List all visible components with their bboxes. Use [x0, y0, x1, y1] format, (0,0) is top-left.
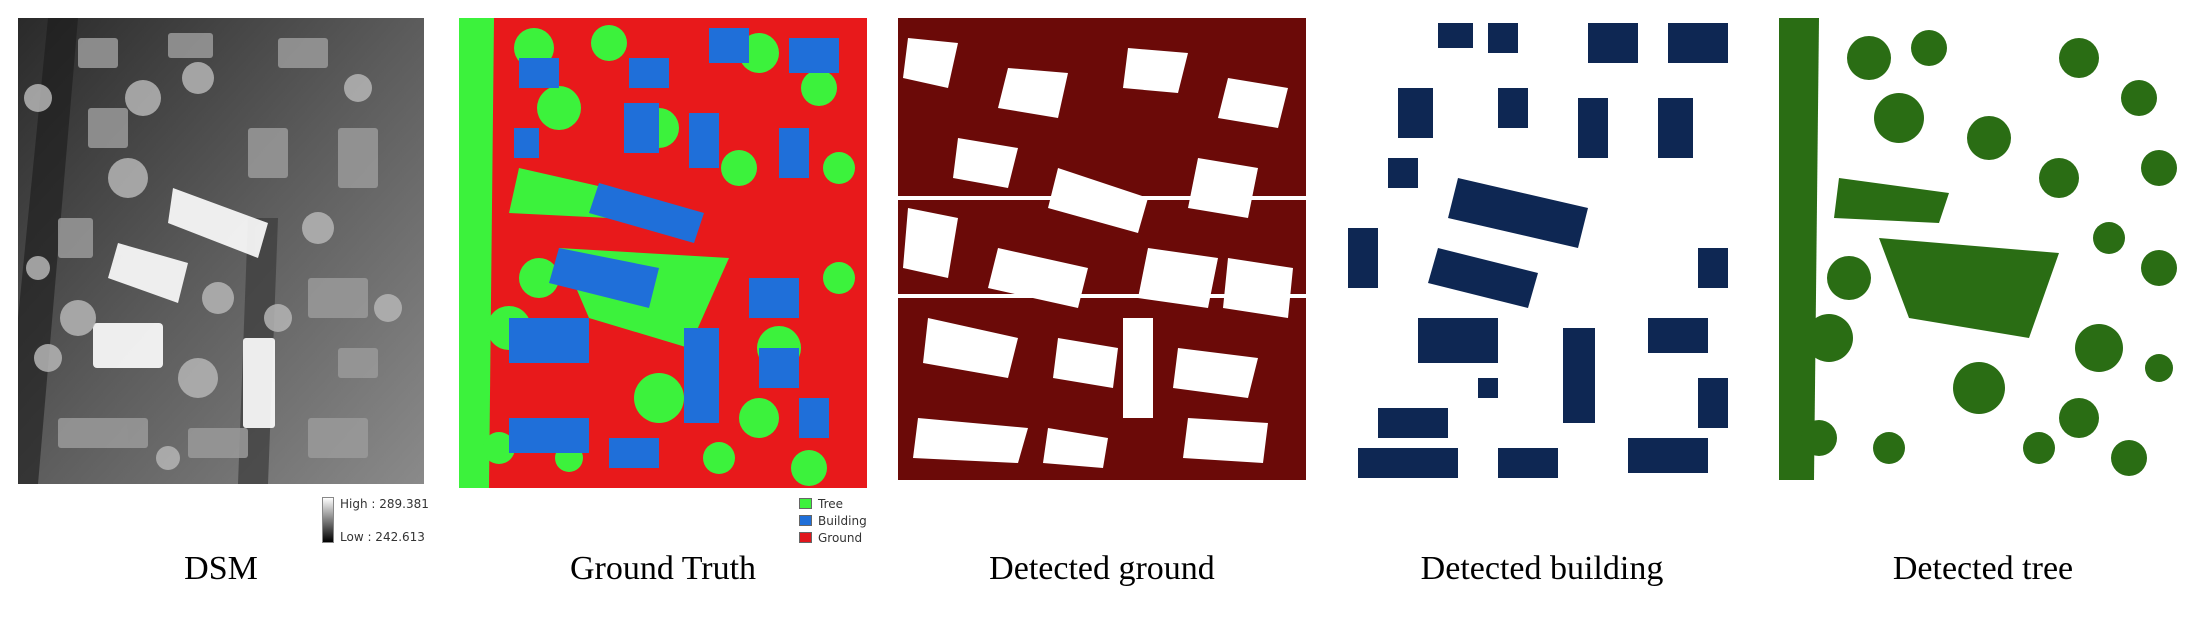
legend-label-building: Building: [818, 513, 867, 528]
class-legend: Tree Building Ground: [799, 495, 909, 546]
detected-building-image: [1338, 18, 1746, 480]
elevation-low-label: Low : 242.613: [340, 530, 425, 544]
dsm-image: [18, 18, 424, 484]
detected-ground-image: [898, 18, 1306, 480]
legend-item-building: Building: [799, 512, 909, 529]
legend-label-ground: Ground: [818, 530, 863, 545]
building-swatch: [799, 515, 812, 526]
ground-swatch: [799, 532, 812, 543]
caption-detected-ground: Detected ground: [989, 550, 1215, 587]
ground-truth-image: [459, 18, 867, 488]
caption-detected-tree: Detected tree: [1892, 550, 2074, 587]
detected-tree-image: [1779, 18, 2187, 480]
elevation-legend: High : 289.381 Low : 242.613: [322, 497, 442, 547]
legend-item-ground: Ground: [799, 529, 909, 546]
caption-dsm: DSM: [184, 550, 258, 587]
legend-label-tree: Tree: [818, 496, 844, 511]
tree-swatch: [799, 498, 812, 509]
elevation-high-label: High : 289.381: [340, 497, 429, 511]
elevation-color-ramp: [322, 497, 334, 543]
caption-detected-building: Detected building: [1420, 550, 1664, 587]
legend-item-tree: Tree: [799, 495, 909, 512]
caption-ground-truth: Ground Truth: [569, 550, 757, 587]
